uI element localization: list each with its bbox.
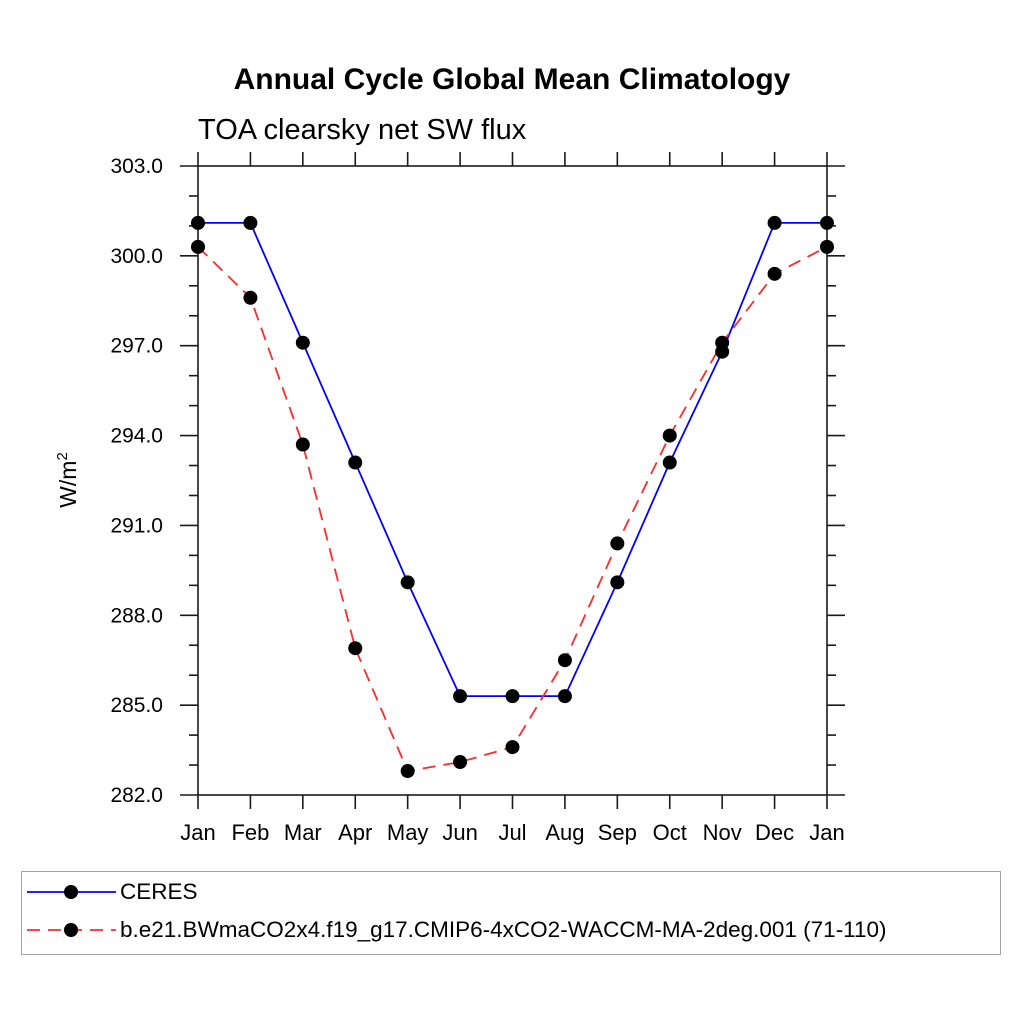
x-tick-label: Oct	[653, 820, 687, 845]
x-tick-label: Aug	[545, 820, 584, 845]
x-tick-label: Mar	[284, 820, 322, 845]
data-point-marker	[610, 575, 625, 590]
legend-box: CERES b.e21.BWmaCO2x4.f19_g17.CMIP6-4xCO…	[21, 871, 1001, 955]
data-point-marker	[557, 689, 572, 704]
y-tick-label: 303.0	[110, 155, 163, 178]
y-tick-label: 288.0	[110, 604, 163, 627]
chart-subtitle: TOA clearsky net SW flux	[198, 114, 527, 146]
legend-entry-model: b.e21.BWmaCO2x4.f19_g17.CMIP6-4xCO2-WACC…	[26, 917, 887, 943]
legend-sample-marker	[64, 923, 78, 937]
x-tick-label: Feb	[231, 820, 269, 845]
data-point-marker	[243, 215, 258, 230]
data-point-marker	[715, 335, 730, 350]
legend-label-model: b.e21.BWmaCO2x4.f19_g17.CMIP6-4xCO2-WACC…	[120, 917, 887, 942]
legend-line-ceres	[27, 885, 116, 899]
data-point-marker	[453, 755, 468, 770]
data-point-marker	[348, 641, 363, 656]
y-tick-label: 282.0	[110, 784, 163, 807]
x-tick-label: Sep	[598, 820, 637, 845]
plot-area: 282.0 285.0 288.0 291.0 294.0 297.0 300.0 303.0…	[54, 152, 845, 845]
data-point-marker	[505, 740, 520, 755]
x-tick-label: Apr	[338, 820, 372, 845]
data-point-marker	[662, 455, 677, 470]
data-point-marker	[505, 689, 520, 704]
x-tick-label: Jul	[498, 820, 526, 845]
x-tick-label: May	[387, 820, 429, 845]
y-tick-label: 300.0	[110, 245, 163, 268]
y-tick-label: 297.0	[110, 335, 163, 358]
y-tick-label: 294.0	[110, 425, 163, 448]
legend-entry-ceres: CERES	[26, 879, 198, 905]
y-tick-label: 291.0	[110, 514, 163, 537]
series-line-ceres	[198, 222, 827, 698]
data-point-marker	[295, 437, 310, 452]
data-point-marker	[400, 575, 415, 590]
x-tick-label: Nov	[703, 820, 742, 845]
y-tick-label: 285.0	[110, 694, 163, 717]
x-tick-label: Jun	[442, 820, 477, 845]
data-point-marker	[191, 215, 205, 230]
x-tick-label: Dec	[755, 820, 794, 845]
data-point-marker	[610, 536, 625, 551]
data-point-marker	[243, 290, 258, 305]
x-tick-label: Jan	[180, 820, 215, 845]
data-point-marker	[191, 239, 205, 254]
data-point-marker	[348, 455, 363, 470]
data-point-marker	[295, 335, 310, 350]
data-point-marker	[767, 266, 782, 281]
data-point-marker	[557, 653, 572, 668]
y-axis-label: W/m2	[54, 452, 81, 508]
data-point-marker	[662, 428, 677, 443]
legend-sample-marker	[64, 885, 78, 899]
x-tick-label: Jan	[809, 820, 844, 845]
data-point-marker	[400, 764, 415, 779]
data-point-marker	[767, 215, 782, 230]
data-point-marker	[453, 689, 468, 704]
data-point-marker	[820, 215, 834, 230]
chart-title: Annual Cycle Global Mean Climatology	[233, 63, 791, 96]
legend-line-model	[27, 923, 116, 937]
legend-label-ceres: CERES	[120, 879, 198, 904]
data-point-marker	[820, 239, 834, 254]
